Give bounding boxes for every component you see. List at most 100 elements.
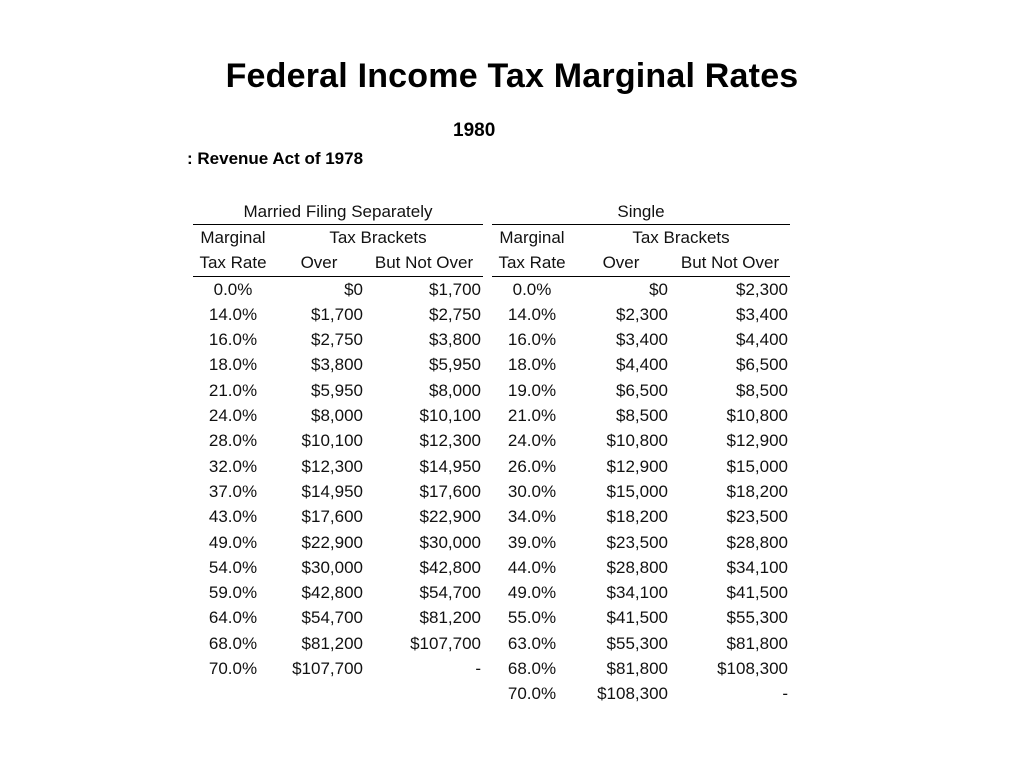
but-not-over-cell: - [782,684,788,704]
over-cell: $0 [649,279,668,299]
table-group-title: Married Filing Separately [193,200,483,225]
rate-cell: 14.0% [507,304,557,324]
but-not-over-cell: $5,950 [429,355,481,375]
header-but-not-over: But Not Over [374,253,474,273]
header-tax-rate: Tax Rate [199,253,267,273]
table-row: 49.0% $34,100 $41,500 [492,580,790,605]
rate-cell: 14.0% [208,304,258,324]
but-not-over-cell: $2,300 [736,279,788,299]
rate-cell: 34.0% [507,507,557,527]
table-row: 68.0% $81,200 $107,700 [193,631,483,656]
but-not-over-cell: $3,400 [736,304,788,324]
over-cell: $15,000 [606,481,668,501]
slide-title: Federal Income Tax Marginal Rates [225,57,799,95]
over-cell: $22,900 [301,532,363,552]
rate-cell: 0.0% [213,279,253,299]
but-not-over-cell: - [475,659,481,679]
table-row: 14.0% $2,300 $3,400 [492,302,790,327]
but-not-over-cell: $22,900 [419,507,481,527]
table-row: 21.0% $5,950 $8,000 [193,378,483,403]
table-row: 54.0% $30,000 $42,800 [193,555,483,580]
but-not-over-cell: $6,500 [736,355,788,375]
table-body: 0.0% $0 $1,700 14.0% $1,700 $2,750 16.0% $2,750… [193,277,483,682]
table-row: 24.0% $10,800 $12,900 [492,428,790,453]
over-cell: $54,700 [301,608,363,628]
over-cell: $14,950 [301,481,363,501]
but-not-over-cell: $15,000 [726,456,788,476]
table-row: 28.0% $10,100 $12,300 [193,428,483,453]
header-row: Tax Rate Over But Not Over [492,250,790,277]
over-cell: $2,750 [311,330,363,350]
but-not-over-cell: $42,800 [419,557,481,577]
rate-cell: 16.0% [507,330,557,350]
but-not-over-cell: $34,100 [726,557,788,577]
table-row: 59.0% $42,800 $54,700 [193,580,483,605]
table-row: 34.0% $18,200 $23,500 [492,504,790,529]
rate-cell: 44.0% [507,557,557,577]
rate-cell: 39.0% [507,532,557,552]
over-cell: $10,100 [301,431,363,451]
but-not-over-cell: $3,800 [429,330,481,350]
over-cell: $8,000 [311,406,363,426]
header-tax-brackets: Tax Brackets [329,228,427,247]
table-row: 70.0% $108,300 - [492,681,790,706]
rate-cell: 16.0% [208,330,258,350]
table-row: 30.0% $15,000 $18,200 [492,479,790,504]
over-cell: $81,800 [606,659,668,679]
table-row: 18.0% $4,400 $6,500 [492,352,790,377]
but-not-over-cell: $54,700 [419,583,481,603]
but-not-over-cell: $14,950 [419,456,481,476]
over-cell: $12,900 [606,456,668,476]
rate-cell: 63.0% [507,633,557,653]
law-heading: : Revenue Act of 1978 [187,149,364,168]
over-cell: $107,700 [292,659,363,679]
rate-cell: 24.0% [208,406,258,426]
rate-cell: 18.0% [208,355,258,375]
over-cell: $0 [344,279,363,299]
but-not-over-cell: $10,800 [726,406,788,426]
rate-cell: 43.0% [208,507,258,527]
rate-cell: 21.0% [208,380,258,400]
over-cell: $8,500 [616,406,668,426]
table-row: 39.0% $23,500 $28,800 [492,530,790,555]
rate-cell: 49.0% [507,583,557,603]
table-row: 14.0% $1,700 $2,750 [193,302,483,327]
header-tax-brackets: Tax Brackets [632,228,730,247]
rate-cell: 49.0% [208,532,258,552]
over-cell: $4,400 [616,355,668,375]
but-not-over-cell: $41,500 [726,583,788,603]
but-not-over-cell: $8,000 [429,380,481,400]
table-row: 37.0% $14,950 $17,600 [193,479,483,504]
but-not-over-cell: $2,750 [429,304,481,324]
over-cell: $30,000 [301,557,363,577]
over-cell: $55,300 [606,633,668,653]
rate-cell: 55.0% [507,608,557,628]
over-cell: $3,400 [616,330,668,350]
but-not-over-cell: $8,500 [736,380,788,400]
rate-cell: 21.0% [507,406,557,426]
over-cell: $1,700 [311,304,363,324]
rate-cell: 26.0% [507,456,557,476]
over-cell: $10,800 [606,431,668,451]
header-marginal: Marginal [200,228,266,247]
table-row: 44.0% $28,800 $34,100 [492,555,790,580]
rate-cell: 0.0% [512,279,552,299]
table-row: 32.0% $12,300 $14,950 [193,454,483,479]
but-not-over-cell: $1,700 [429,279,481,299]
single-table: Single Marginal Tax Brackets Tax Rate Ov… [492,200,790,707]
rate-cell: 70.0% [507,684,557,704]
over-cell: $41,500 [606,608,668,628]
table-row: 16.0% $2,750 $3,800 [193,327,483,352]
table-row: 16.0% $3,400 $4,400 [492,327,790,352]
over-cell: $6,500 [616,380,668,400]
but-not-over-cell: $12,900 [726,431,788,451]
over-cell: $5,950 [311,380,363,400]
over-cell: $42,800 [301,583,363,603]
but-not-over-cell: $10,100 [419,406,481,426]
rate-cell: 64.0% [208,608,258,628]
rate-cell: 68.0% [208,633,258,653]
but-not-over-cell: $55,300 [726,608,788,628]
rate-cell: 70.0% [208,659,258,679]
over-cell: $34,100 [606,583,668,603]
table-row: 70.0% $107,700 - [193,656,483,681]
